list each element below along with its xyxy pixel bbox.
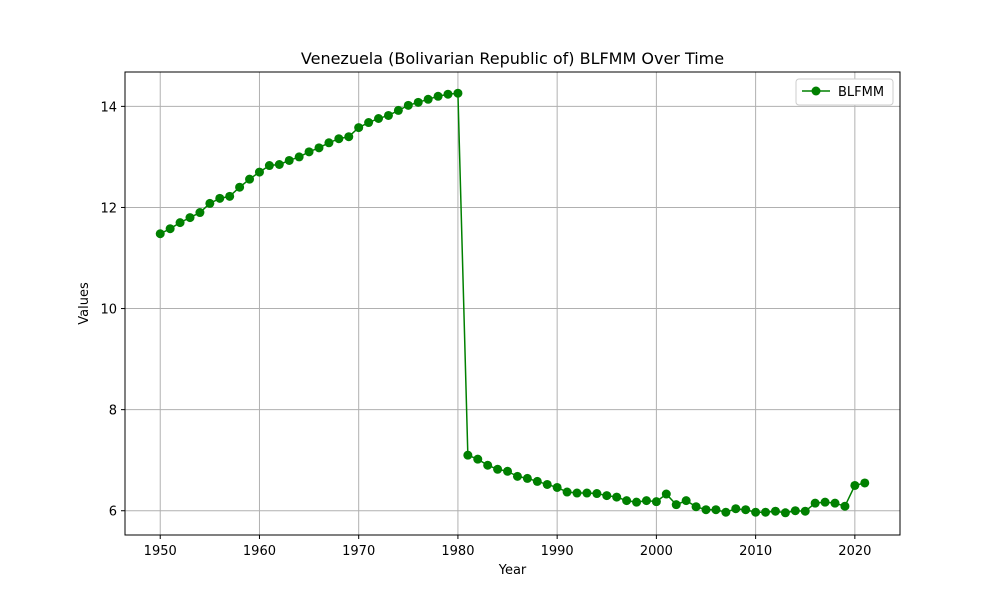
series-layer bbox=[155, 88, 870, 518]
data-point bbox=[810, 498, 820, 508]
data-point bbox=[552, 482, 562, 492]
data-point bbox=[532, 476, 542, 486]
data-point bbox=[304, 147, 314, 157]
x-tick-label: 2020 bbox=[838, 544, 871, 559]
axis-ticks: 1950 1960 1970 1980 1990 2000 2010 2020 6 8 10 12 14 bbox=[100, 100, 871, 559]
data-point bbox=[483, 460, 493, 470]
data-point bbox=[820, 497, 830, 507]
data-point bbox=[612, 492, 622, 502]
data-point bbox=[264, 161, 274, 171]
x-tick-label: 1990 bbox=[541, 544, 574, 559]
x-tick-label: 2010 bbox=[739, 544, 772, 559]
y-tick-label: 8 bbox=[109, 404, 117, 419]
data-point bbox=[542, 479, 552, 489]
legend: BLFMM bbox=[795, 78, 894, 106]
data-point bbox=[403, 100, 413, 110]
data-point bbox=[324, 138, 334, 148]
data-point bbox=[701, 505, 711, 515]
data-point bbox=[175, 218, 185, 228]
x-tick-label: 1970 bbox=[342, 544, 375, 559]
data-point bbox=[512, 471, 522, 481]
data-point bbox=[354, 123, 364, 133]
x-tick-label: 2000 bbox=[640, 544, 673, 559]
data-point bbox=[830, 498, 840, 508]
data-point bbox=[155, 229, 165, 239]
data-point bbox=[582, 488, 592, 498]
data-point bbox=[522, 473, 532, 483]
data-point bbox=[860, 478, 870, 488]
data-point bbox=[374, 114, 384, 123]
data-point bbox=[165, 224, 175, 234]
data-point bbox=[393, 105, 403, 115]
data-point bbox=[493, 464, 503, 474]
data-point bbox=[572, 488, 582, 498]
data-point bbox=[195, 208, 205, 218]
data-point bbox=[641, 496, 651, 506]
data-point bbox=[423, 94, 433, 104]
y-axis-label: Values bbox=[77, 282, 92, 325]
data-point bbox=[225, 191, 235, 201]
y-tick-label: 10 bbox=[100, 303, 117, 318]
data-point bbox=[592, 489, 602, 499]
x-tick-label: 1960 bbox=[243, 544, 276, 559]
data-point bbox=[314, 143, 324, 153]
legend-marker bbox=[811, 86, 821, 96]
data-point bbox=[800, 506, 810, 516]
data-point bbox=[185, 213, 195, 223]
data-point bbox=[602, 491, 612, 501]
data-point bbox=[383, 110, 393, 120]
plot-frame bbox=[124, 71, 901, 536]
data-point bbox=[254, 167, 264, 177]
data-point bbox=[215, 193, 225, 203]
data-point bbox=[731, 504, 741, 514]
y-tick-label: 12 bbox=[100, 201, 117, 216]
data-point bbox=[284, 155, 294, 165]
data-point bbox=[503, 466, 513, 476]
data-point bbox=[473, 454, 483, 464]
data-point bbox=[413, 97, 423, 107]
data-point bbox=[840, 501, 850, 511]
data-point bbox=[711, 505, 721, 515]
data-point bbox=[691, 502, 701, 512]
data-point bbox=[443, 89, 453, 99]
data-point bbox=[562, 487, 572, 497]
legend-label: BLFMM bbox=[838, 85, 884, 100]
chart-title: Venezuela (Bolivarian Republic of) BLFMM… bbox=[301, 49, 724, 68]
data-point bbox=[364, 118, 374, 128]
data-point bbox=[790, 506, 800, 516]
data-point bbox=[463, 450, 473, 460]
data-point bbox=[751, 507, 761, 517]
data-point bbox=[274, 160, 284, 169]
data-point bbox=[334, 134, 344, 144]
data-point bbox=[761, 507, 771, 517]
data-point bbox=[721, 507, 731, 517]
x-tick-label: 1950 bbox=[144, 544, 177, 559]
data-point bbox=[622, 496, 632, 506]
y-tick-label: 14 bbox=[100, 100, 117, 115]
data-point bbox=[671, 500, 681, 510]
data-point bbox=[661, 489, 671, 499]
y-tick-label: 6 bbox=[109, 505, 117, 520]
legend-box bbox=[795, 78, 894, 106]
data-point bbox=[780, 508, 790, 518]
data-point bbox=[433, 91, 443, 101]
data-point bbox=[770, 506, 780, 516]
x-tick-label: 1980 bbox=[441, 544, 474, 559]
data-point bbox=[235, 182, 245, 192]
x-axis-label: Year bbox=[498, 563, 527, 578]
data-point bbox=[205, 198, 215, 208]
data-point bbox=[741, 505, 751, 515]
data-point bbox=[632, 497, 642, 507]
data-point bbox=[344, 132, 354, 142]
data-point bbox=[850, 480, 860, 490]
data-point bbox=[245, 174, 255, 184]
data-point bbox=[681, 496, 691, 506]
grid-lines bbox=[125, 72, 900, 535]
data-point bbox=[294, 152, 304, 162]
data-point bbox=[453, 88, 463, 98]
data-point bbox=[651, 497, 661, 507]
